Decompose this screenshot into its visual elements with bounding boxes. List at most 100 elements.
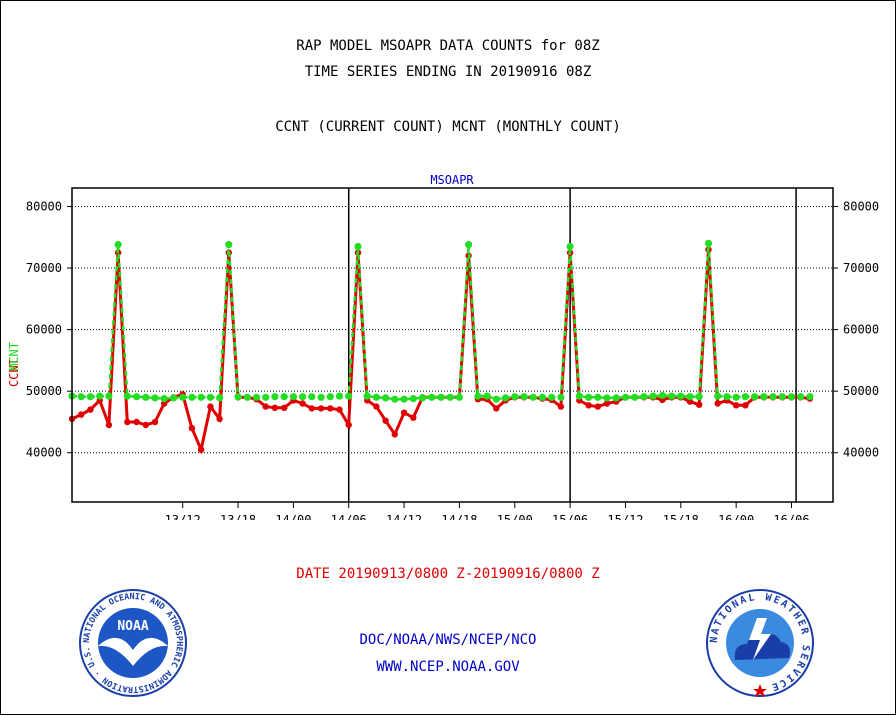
point-mcnt: [151, 394, 159, 402]
point-mcnt: [649, 392, 657, 400]
point-mcnt: [529, 393, 537, 401]
point-ccnt: [603, 400, 611, 407]
ytick-label-right: 80000: [843, 199, 879, 213]
point-mcnt: [299, 393, 307, 401]
point-mcnt: [262, 393, 270, 401]
xtick-label: 13/18: [220, 513, 256, 520]
ytick-label-left: 70000: [26, 261, 62, 275]
point-mcnt: [603, 394, 611, 402]
point-mcnt: [179, 393, 187, 401]
point-mcnt: [474, 392, 482, 400]
point-mcnt: [511, 393, 519, 401]
point-ccnt: [327, 405, 334, 412]
point-mcnt: [391, 395, 399, 403]
ylabel-ccnt: CCNT: [7, 358, 21, 387]
point-ccnt: [299, 400, 306, 407]
point-mcnt: [142, 393, 150, 401]
point-ccnt: [188, 424, 196, 432]
point-mcnt: [188, 393, 196, 401]
point-ccnt: [594, 403, 601, 410]
point-mcnt: [483, 392, 491, 400]
ytick-label-right: 60000: [843, 323, 879, 337]
point-mcnt: [308, 393, 316, 401]
point-mcnt: [437, 393, 445, 401]
ytick-label-left: 60000: [26, 323, 62, 337]
point-mcnt: [677, 392, 685, 400]
point-mcnt: [751, 393, 759, 401]
point-mcnt: [686, 393, 694, 401]
point-mcnt: [77, 393, 85, 401]
point-mcnt: [197, 393, 205, 401]
point-mcnt: [317, 393, 325, 401]
point-mcnt: [335, 392, 344, 400]
point-mcnt: [169, 394, 178, 402]
point-mcnt: [538, 393, 547, 401]
point-mcnt: [206, 393, 214, 401]
url-link[interactable]: WWW.NCEP.NOAA.GOV: [376, 659, 520, 675]
noaa-logo-text: NOAA: [117, 619, 148, 634]
point-mcnt: [695, 393, 703, 401]
point-mcnt: [548, 393, 556, 401]
chart-title-line2: TIME SERIES ENDING IN 20190916 08Z: [304, 64, 592, 80]
point-mcnt: [216, 394, 224, 402]
xtick-label: 14/12: [386, 513, 422, 520]
point-mcnt: [612, 394, 620, 402]
point-ccnt: [317, 405, 325, 412]
point-ccnt: [87, 406, 94, 413]
point-mcnt: [787, 393, 796, 401]
point-ccnt: [151, 418, 159, 426]
plot-border: [71, 187, 834, 503]
point-ccnt: [308, 405, 315, 412]
xtick-label: 15/06: [552, 513, 588, 520]
xtick-label: 16/06: [773, 513, 809, 520]
point-mcnt: [631, 393, 639, 401]
point-mcnt: [714, 392, 722, 400]
point-mcnt: [345, 392, 353, 400]
point-ccnt: [557, 403, 565, 410]
xtick-label: 15/00: [497, 513, 533, 520]
point-mcnt: [668, 392, 676, 400]
xtick-label: 14/00: [275, 513, 311, 520]
ytick-label-left: 40000: [26, 446, 62, 460]
point-mcnt: [446, 393, 454, 401]
point-mcnt: [363, 392, 371, 400]
point-ccnt: [714, 400, 721, 407]
ytick-label-right: 40000: [843, 446, 879, 460]
ytick-label-right: 50000: [843, 384, 879, 398]
point-mcnt: [621, 393, 630, 401]
point-ccnt: [161, 400, 168, 407]
point-ccnt: [382, 417, 389, 424]
noaa-logo: NATIONAL OCEANIC AND ATMOSPHERIC ADMINIS…: [78, 588, 187, 697]
point-mcnt: [723, 393, 731, 401]
point-mcnt: [704, 239, 713, 247]
point-ccnt: [262, 403, 269, 410]
point-mcnt: [271, 393, 279, 401]
point-ccnt: [585, 402, 592, 409]
point-mcnt: [280, 393, 288, 401]
point-ccnt: [400, 409, 408, 416]
xtick-label: 14/18: [441, 513, 477, 520]
grid-lines: [72, 188, 833, 502]
point-ccnt: [732, 402, 740, 409]
xtick-label: 13/12: [165, 513, 201, 520]
point-mcnt: [234, 393, 242, 401]
point-ccnt: [197, 446, 205, 453]
point-mcnt: [520, 393, 528, 401]
point-mcnt: [86, 393, 94, 401]
point-mcnt: [372, 393, 380, 401]
point-mcnt: [566, 242, 574, 251]
point-mcnt: [96, 392, 104, 400]
point-mcnt: [123, 392, 131, 400]
point-mcnt: [658, 391, 667, 400]
point-mcnt: [492, 395, 500, 403]
xtick-label: 16/00: [718, 513, 754, 520]
xtick-label: 15/12: [607, 513, 643, 520]
point-mcnt: [326, 393, 334, 401]
chart-title-line1: RAP MODEL MSOAPR DATA COUNTS for 08Z: [296, 38, 600, 54]
point-ccnt: [271, 404, 279, 411]
point-mcnt: [760, 393, 768, 401]
point-ccnt: [373, 403, 380, 410]
point-mcnt: [225, 241, 233, 249]
point-mcnt: [418, 394, 427, 402]
point-ccnt: [281, 404, 288, 411]
